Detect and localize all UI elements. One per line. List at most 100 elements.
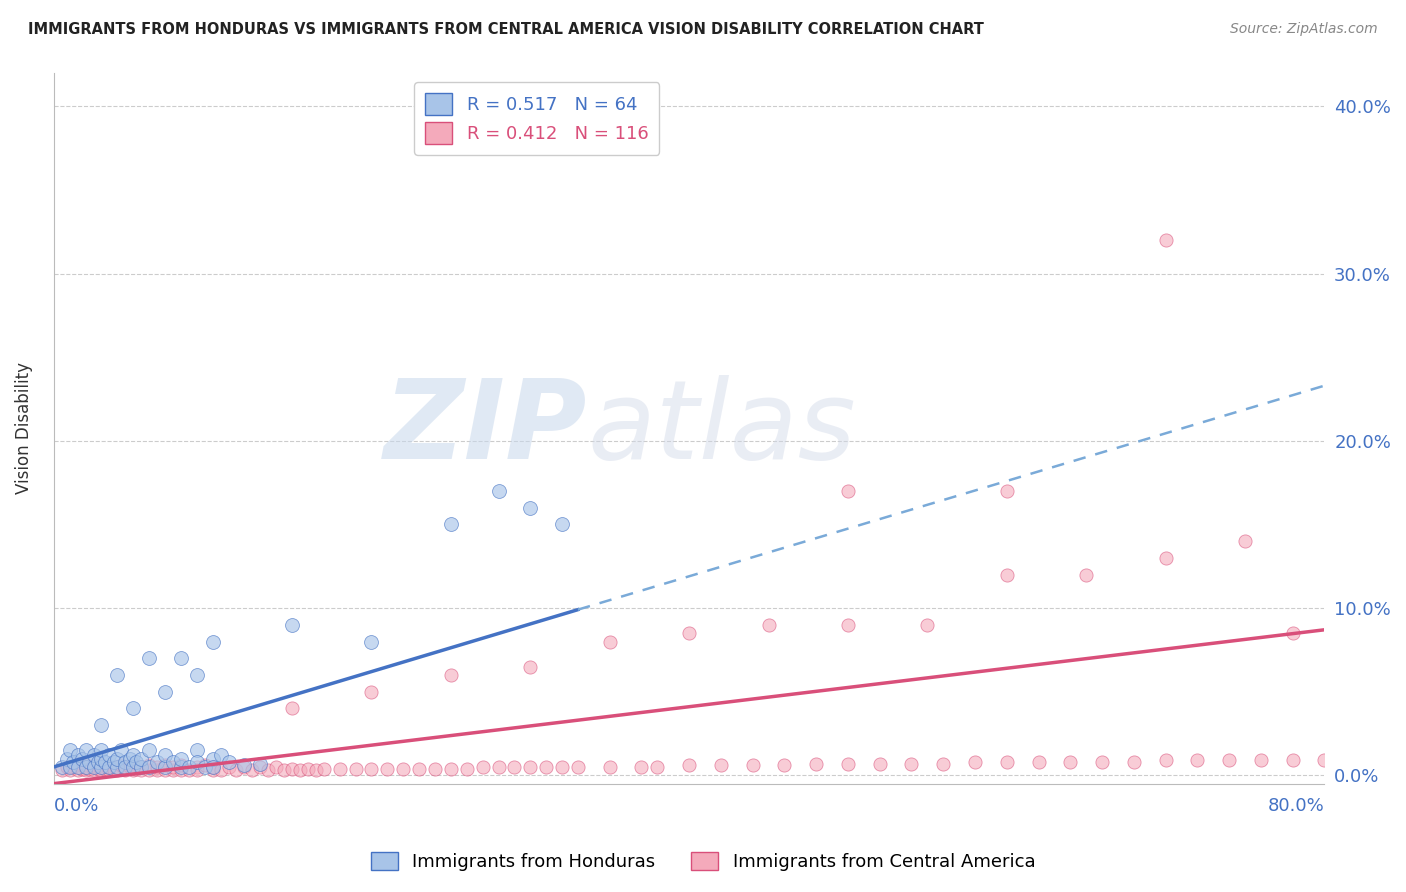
Point <box>170 758 193 772</box>
Point <box>1281 753 1303 767</box>
Point <box>98 748 121 763</box>
Point <box>90 758 112 772</box>
Point <box>114 762 136 776</box>
Point <box>122 758 145 772</box>
Point <box>122 764 145 778</box>
Point <box>129 764 152 778</box>
Point <box>177 760 200 774</box>
Point <box>129 760 152 774</box>
Point <box>1250 753 1272 767</box>
Point <box>678 626 700 640</box>
Point <box>837 483 859 498</box>
Point <box>218 755 240 769</box>
Point <box>329 762 352 776</box>
Point <box>288 764 311 778</box>
Point <box>153 758 176 772</box>
Point <box>75 764 97 778</box>
Point <box>125 762 148 776</box>
Point <box>103 764 125 778</box>
Point <box>153 760 176 774</box>
Point <box>66 748 89 763</box>
Text: Source: ZipAtlas.com: Source: ZipAtlas.com <box>1230 22 1378 37</box>
Point <box>519 760 541 774</box>
Point <box>138 764 160 778</box>
Point <box>93 762 115 776</box>
Text: 80.0%: 80.0% <box>1268 797 1324 815</box>
Point <box>66 760 89 774</box>
Point <box>77 755 100 769</box>
Point <box>162 764 184 778</box>
Point <box>1059 755 1081 769</box>
Point <box>758 617 780 632</box>
Point <box>233 760 256 774</box>
Point <box>360 762 382 776</box>
Point <box>534 760 557 774</box>
Point <box>110 743 132 757</box>
Point <box>917 617 939 632</box>
Point <box>1076 567 1098 582</box>
Point <box>225 764 247 778</box>
Point <box>440 517 463 532</box>
Point <box>138 651 160 665</box>
Point <box>146 760 169 774</box>
Point <box>1233 534 1256 549</box>
Point <box>218 760 240 774</box>
Point <box>98 764 121 778</box>
Point <box>249 760 271 774</box>
Point <box>186 764 208 778</box>
Point <box>72 751 94 765</box>
Point <box>995 755 1018 769</box>
Point <box>312 762 335 776</box>
Point <box>153 764 176 778</box>
Point <box>51 760 73 774</box>
Point <box>837 756 859 771</box>
Point <box>122 760 145 774</box>
Point <box>377 762 399 776</box>
Point <box>1154 233 1177 247</box>
Point <box>62 760 84 774</box>
Point <box>201 760 224 774</box>
Point <box>186 743 208 757</box>
Point <box>59 743 82 757</box>
Point <box>87 762 110 776</box>
Point <box>456 762 478 776</box>
Point <box>360 634 382 648</box>
Point <box>105 760 128 774</box>
Point <box>129 751 152 765</box>
Point <box>1028 755 1050 769</box>
Point <box>170 760 193 774</box>
Point <box>120 760 142 774</box>
Point <box>1187 753 1209 767</box>
Point <box>519 500 541 515</box>
Point <box>83 760 105 774</box>
Point <box>1218 753 1240 767</box>
Point <box>162 755 184 769</box>
Point <box>1154 753 1177 767</box>
Point <box>138 758 160 772</box>
Point <box>519 659 541 673</box>
Point <box>1281 626 1303 640</box>
Point <box>194 760 217 774</box>
Point <box>110 758 132 772</box>
Point <box>488 483 510 498</box>
Point <box>297 762 319 776</box>
Point <box>201 634 224 648</box>
Point <box>995 483 1018 498</box>
Point <box>83 764 105 778</box>
Point <box>162 760 184 774</box>
Point <box>114 755 136 769</box>
Point <box>90 751 112 765</box>
Point <box>75 758 97 772</box>
Text: ZIP: ZIP <box>384 375 588 482</box>
Point <box>138 743 160 757</box>
Point <box>281 701 304 715</box>
Legend: Immigrants from Honduras, Immigrants from Central America: Immigrants from Honduras, Immigrants fro… <box>363 845 1043 879</box>
Point <box>90 718 112 732</box>
Point <box>98 760 121 774</box>
Point <box>900 756 922 771</box>
Point <box>75 743 97 757</box>
Point <box>440 762 463 776</box>
Point <box>114 764 136 778</box>
Point <box>98 760 121 774</box>
Point <box>90 764 112 778</box>
